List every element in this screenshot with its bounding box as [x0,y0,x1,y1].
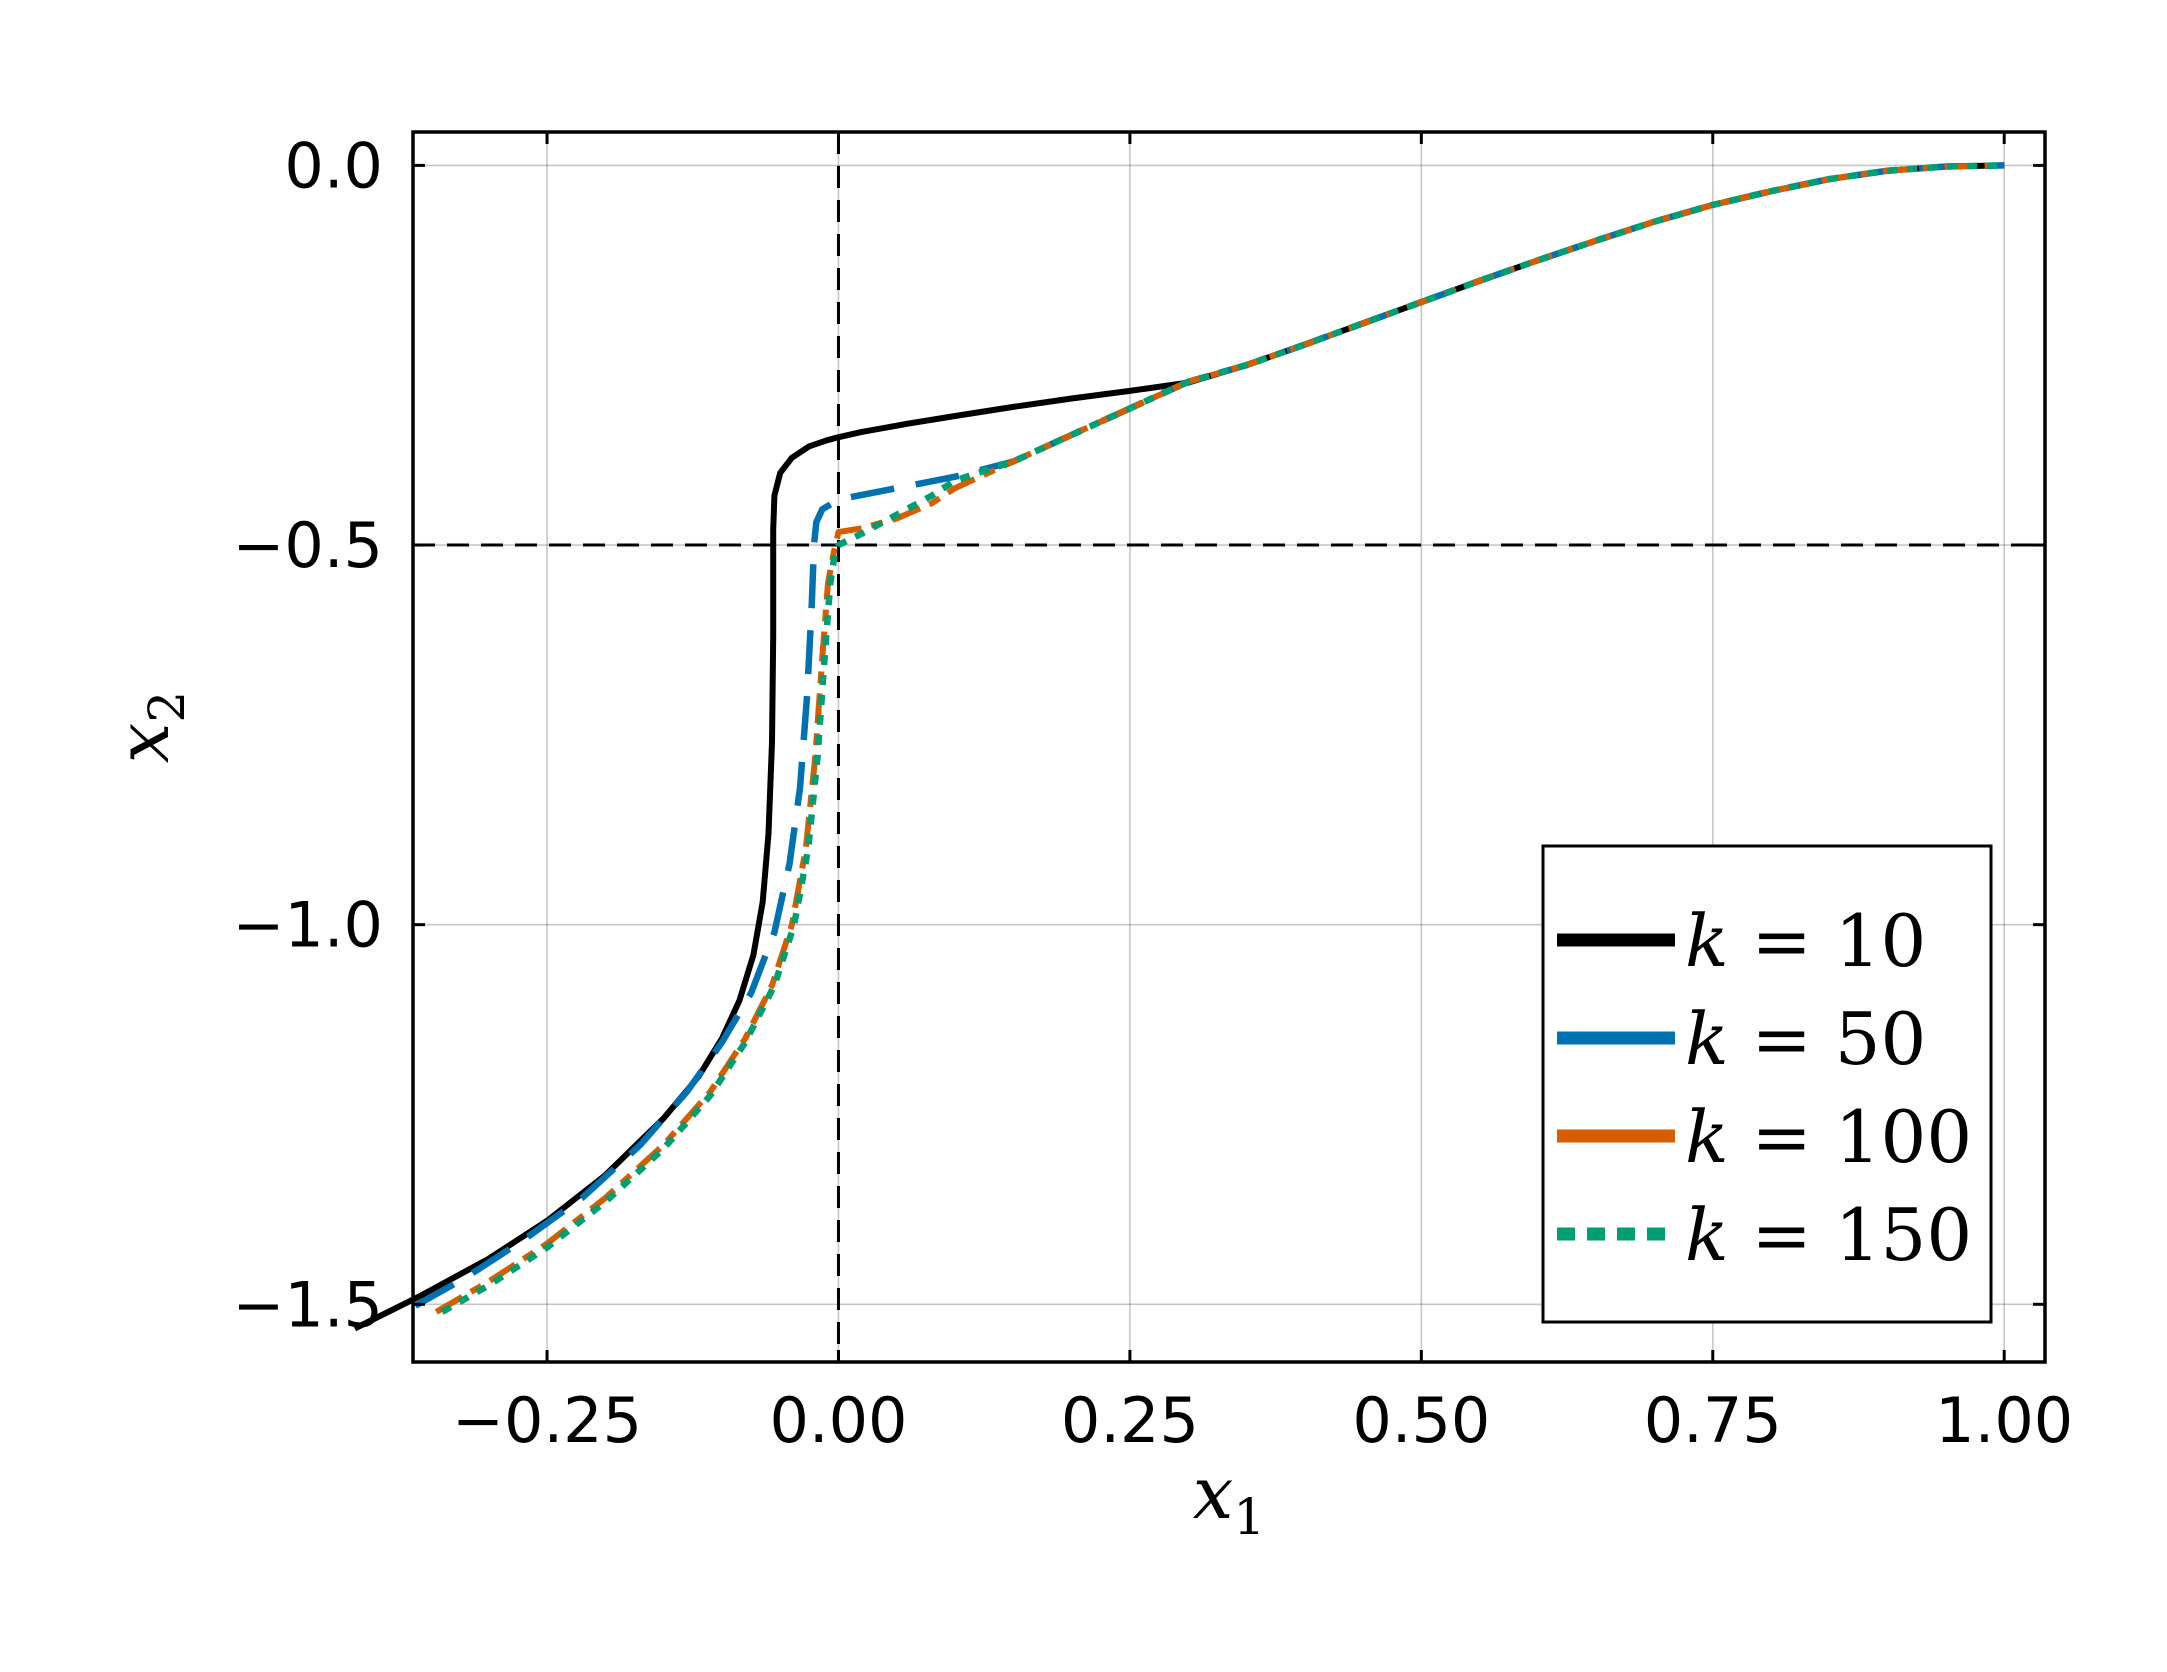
x-tick-label-4: 0.75 [1644,1384,1782,1457]
y-tick-label-1: −0.5 [232,509,383,582]
series-group [353,162,2005,1332]
plot-frame [411,130,2047,1364]
series-line-k-50 [413,162,2005,1309]
y-tick-label-0: 0.0 [284,129,383,202]
axis-ticks: −0.25 0.00 0.25 0.50 0.75 1.00 0.0 −0.5 −1.0 −1.5 [232,129,2073,1457]
series-line-k-150 [440,162,2005,1315]
y-tick-label-2: −1.0 [232,889,383,962]
reference-lines [413,132,2045,1362]
y-axis-label: x2 [101,691,196,763]
legend-label-k-50: k = 50 [1685,997,1926,1081]
legend-box [1541,844,1993,1324]
legend-label-k-150: k = 150 [1685,1193,1972,1277]
x-tick-label-3: 0.50 [1352,1384,1490,1457]
legend: k = 10 k = 50 k = 100 k = 150 [1541,844,1993,1324]
x-tick-label-1: 0.00 [769,1384,907,1457]
x-tick-label-5: 1.00 [1935,1384,2073,1457]
y-tick-label-3: −1.5 [232,1268,383,1341]
x-axis-label: x1 [1193,1451,1265,1546]
legend-label-k-10: k = 10 [1685,899,1926,983]
legend-label-k-100: k = 100 [1685,1095,1972,1179]
x-tick-label-2: 0.25 [1061,1384,1199,1457]
x-tick-label-0: −0.25 [452,1384,642,1457]
